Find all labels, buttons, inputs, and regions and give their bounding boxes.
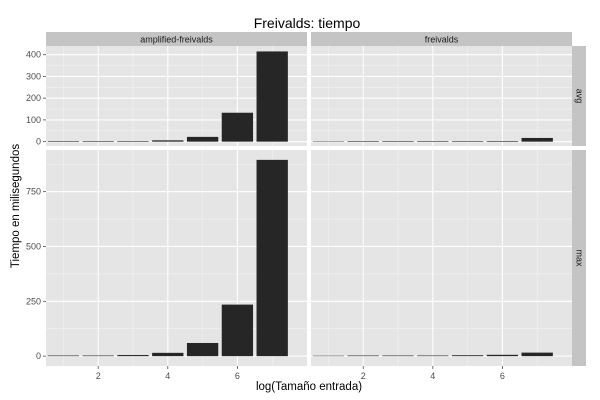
panel-background <box>311 150 572 366</box>
bar <box>417 141 449 142</box>
x-tick-label: 2 <box>96 371 101 381</box>
bar <box>152 352 184 357</box>
y-tick-label: 250 <box>26 296 41 306</box>
bar <box>186 136 219 142</box>
facet-strip-label: avg <box>575 89 585 104</box>
facet-strip-label: freivalds <box>425 35 459 45</box>
y-tick-label: 300 <box>26 71 41 81</box>
bar <box>47 355 80 357</box>
y-tick-label: 100 <box>26 115 41 125</box>
bar <box>451 355 484 357</box>
bar <box>256 51 288 142</box>
y-tick-label: 0 <box>36 137 41 147</box>
chart-title: Freivalds: tiempo <box>254 15 361 31</box>
bar <box>382 355 414 357</box>
x-tick-label: 6 <box>500 371 505 381</box>
bar <box>82 141 114 142</box>
bar <box>47 141 80 142</box>
facet-strip-column <box>46 32 307 46</box>
bar <box>117 355 149 357</box>
bar <box>451 141 484 142</box>
facet-strip-column <box>311 32 572 46</box>
bar <box>347 355 379 357</box>
x-axis-title: log(Tamaño entrada) <box>256 381 362 393</box>
bar <box>186 342 219 357</box>
y-axis-title: Tiempo en milisegundos <box>10 144 22 268</box>
panel-background <box>311 46 572 146</box>
bar <box>521 137 553 142</box>
bar <box>152 140 184 142</box>
facet-strip-label: max <box>575 249 585 267</box>
bar <box>486 354 519 357</box>
bar <box>486 141 519 142</box>
x-tick-label: 6 <box>235 371 240 381</box>
x-tick-label: 2 <box>361 371 366 381</box>
bar <box>117 141 149 142</box>
bar <box>417 355 449 357</box>
bar <box>221 112 254 142</box>
y-tick-label: 750 <box>26 187 41 197</box>
facet-strip-label: amplified-freivalds <box>140 35 213 45</box>
x-tick-label: 4 <box>430 371 435 381</box>
x-tick-label: 4 <box>165 371 170 381</box>
facet-strip-row <box>572 46 586 146</box>
y-tick-label: 0 <box>36 351 41 361</box>
y-tick-label: 200 <box>26 93 41 103</box>
bar <box>382 141 414 142</box>
facet-strip-row <box>572 150 586 366</box>
y-tick-label: 400 <box>26 50 41 60</box>
bar <box>521 352 553 357</box>
bar <box>82 355 114 357</box>
bar <box>256 159 288 357</box>
bar <box>347 141 379 142</box>
bar <box>221 304 254 357</box>
y-tick-label: 500 <box>26 241 41 251</box>
